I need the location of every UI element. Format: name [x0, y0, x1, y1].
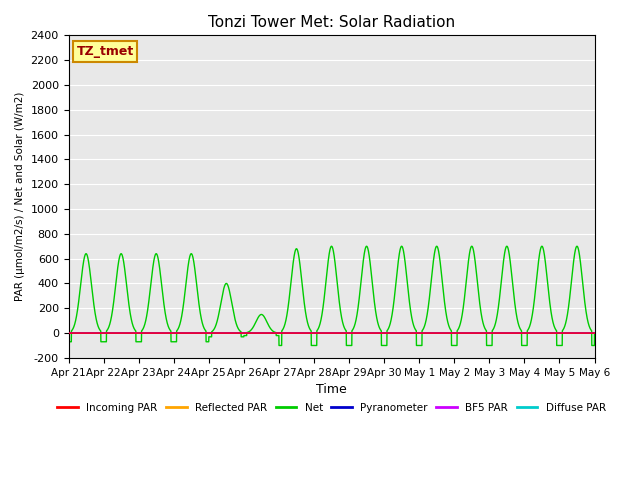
- Y-axis label: PAR (μmol/m2/s) / Net and Solar (W/m2): PAR (μmol/m2/s) / Net and Solar (W/m2): [15, 92, 25, 301]
- Title: Tonzi Tower Met: Solar Radiation: Tonzi Tower Met: Solar Radiation: [208, 15, 455, 30]
- Text: TZ_tmet: TZ_tmet: [76, 45, 134, 58]
- X-axis label: Time: Time: [316, 383, 347, 396]
- Legend: Incoming PAR, Reflected PAR, Net, Pyranometer, BF5 PAR, Diffuse PAR: Incoming PAR, Reflected PAR, Net, Pyrano…: [53, 399, 610, 417]
